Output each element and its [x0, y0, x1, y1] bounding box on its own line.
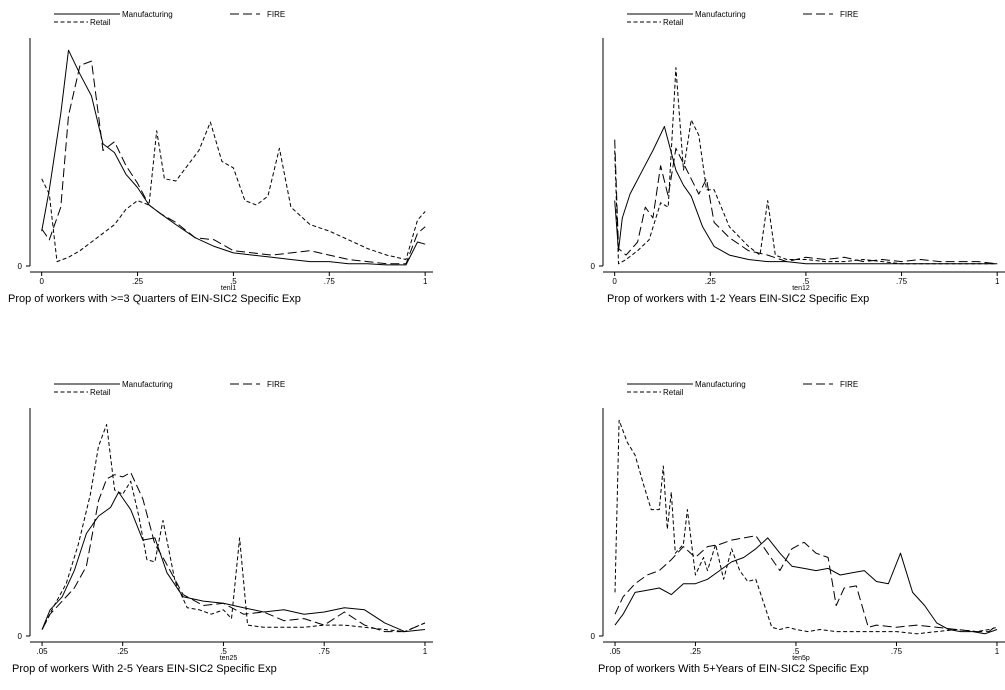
legend: Manufacturing FIRE Retail: [627, 380, 858, 397]
y-tick-label: 0: [18, 262, 23, 271]
x-tick-label: 0: [39, 277, 44, 286]
series-line-manufacturing: [41, 49, 426, 266]
legend-label-manufacturing: Manufacturing: [695, 380, 746, 389]
x-tick-label: .75: [896, 277, 908, 286]
legend-label-retail: Retail: [663, 388, 684, 397]
x-tick-label: 1: [423, 647, 428, 656]
series-line-fire: [614, 535, 998, 633]
x-tick-label: 1: [995, 647, 1000, 656]
x-tick-label: .5: [220, 647, 227, 656]
x-axis-label: ten12: [792, 285, 810, 292]
legend-label-retail: Retail: [90, 18, 111, 27]
x-tick-label: .5: [803, 277, 810, 286]
x-tick-label: .5: [230, 277, 237, 286]
series-line-manufacturing: [614, 126, 998, 265]
legend: Manufacturing FIRE Retail: [627, 10, 858, 27]
legend: Manufacturing FIRE Retail: [54, 380, 285, 397]
y-tick-label: 0: [591, 262, 596, 271]
x-tick-label: 0: [612, 277, 617, 286]
chart-caption: Prop of workers with 1-2 Years EIN-SIC2 …: [607, 293, 869, 305]
legend: Manufacturing FIRE Retail: [54, 10, 285, 27]
series-line-retail: [41, 121, 426, 263]
x-tick-label: 1: [995, 277, 1000, 286]
chart-panel-1: Manufacturing FIRE Retail 0 0 .25 .5 .75 1 tenl1P…: [8, 10, 433, 305]
legend-label-fire: FIRE: [840, 10, 858, 19]
legend-label-fire: FIRE: [267, 380, 285, 389]
y-tick-label: 0: [591, 632, 596, 641]
x-tick-label: .05: [36, 647, 48, 656]
legend-label-fire: FIRE: [267, 10, 285, 19]
x-tick-label: .25: [117, 647, 129, 656]
series-line-fire: [41, 60, 426, 265]
legend-label-manufacturing: Manufacturing: [122, 380, 173, 389]
chart-caption: Prop of workers With 5+Years of EIN-SIC2…: [598, 663, 869, 675]
x-tick-label: .25: [132, 277, 144, 286]
chart-caption: Prop of workers with >=3 Quarters of EIN…: [8, 293, 301, 305]
x-tick-label: .75: [324, 277, 336, 286]
chart-panel-4: Manufacturing FIRE Retail 0 .05 .25 .5 .75 1 ten5…: [591, 380, 1005, 675]
series-line-manufacturing: [614, 537, 998, 635]
x-axis-label: ten5p: [792, 655, 810, 662]
y-tick-label: 0: [18, 632, 23, 641]
chart-caption: Prop of workers With 2-5 Years EIN-SIC2 …: [12, 663, 277, 675]
x-tick-label: .75: [891, 647, 903, 656]
legend-label-retail: Retail: [663, 18, 684, 27]
x-tick-label: .05: [609, 647, 621, 656]
x-axis-label: ten25: [220, 655, 238, 662]
legend-label-retail: Retail: [90, 388, 111, 397]
x-tick-label: .75: [319, 647, 331, 656]
legend-label-manufacturing: Manufacturing: [695, 10, 746, 19]
legend-label-manufacturing: Manufacturing: [122, 10, 173, 19]
x-tick-label: .25: [705, 277, 717, 286]
series-line-fire: [41, 472, 426, 633]
chart-panel-2: Manufacturing FIRE Retail 0 0 .25 .5 .75 1 ten12P…: [591, 10, 1005, 305]
series-line-fire: [614, 139, 998, 265]
x-axis-label: tenl1: [221, 285, 236, 292]
x-tick-label: 1: [423, 277, 428, 286]
x-tick-label: .25: [690, 647, 702, 656]
chart-panel-3: Manufacturing FIRE Retail 0 .05 .25 .5 .75 1 ten2…: [12, 380, 433, 675]
series-line-retail: [614, 67, 998, 265]
series-line-retail: [614, 419, 998, 635]
x-tick-label: .5: [793, 647, 800, 656]
series-line-retail: [41, 424, 426, 633]
series-line-manufacturing: [41, 491, 426, 633]
legend-label-fire: FIRE: [840, 380, 858, 389]
